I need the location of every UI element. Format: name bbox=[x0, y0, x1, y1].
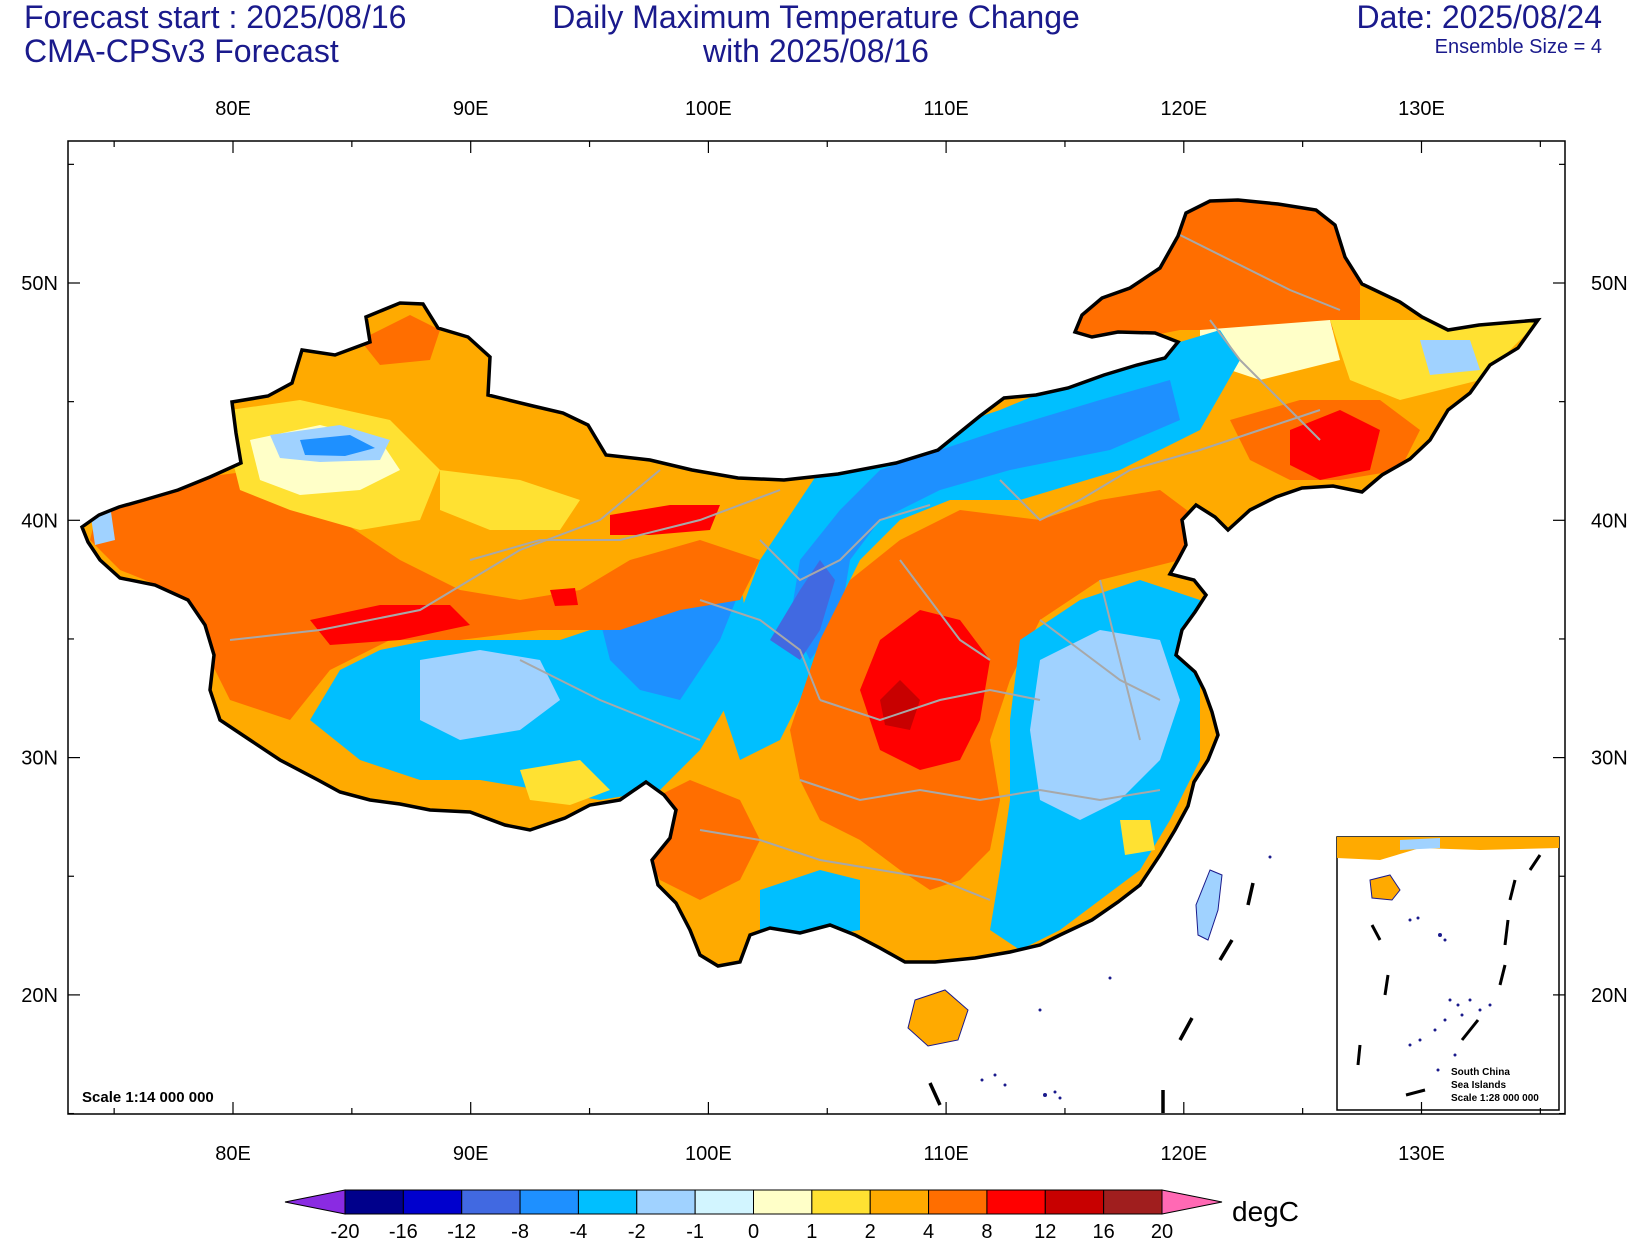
colorbar-bin bbox=[402, 1189, 463, 1215]
colorbar-tick-label: 16 bbox=[1093, 1221, 1115, 1241]
forecast-start-text: Forecast start : 2025/08/16 bbox=[24, 0, 407, 35]
colorbar-tick-label: -8 bbox=[511, 1221, 529, 1241]
south-china-sea-inset: South China Sea Islands Scale 1:28 000 0… bbox=[1336, 836, 1560, 1111]
colorbar-tick-label: 4 bbox=[923, 1221, 934, 1241]
colorbar-tick-label: 12 bbox=[1034, 1221, 1056, 1241]
axis-ticks bbox=[68, 141, 1565, 1115]
ensemble-size-text: Ensemble Size = 4 bbox=[1434, 36, 1602, 58]
island-dots bbox=[980, 855, 1272, 1100]
header-right: Date: 2025/08/24 Ensemble Size = 4 bbox=[1356, 0, 1602, 58]
lat-label-right-40n: 40N bbox=[1591, 510, 1628, 532]
colorbar-tick-label: 2 bbox=[865, 1221, 876, 1241]
colorbar-tick-label: 8 bbox=[981, 1221, 992, 1241]
lat-label-left-50n: 50N bbox=[21, 273, 58, 295]
inset-label-line-1: South China bbox=[1451, 1067, 1510, 1078]
province-borders bbox=[229, 229, 1341, 901]
lat-label-left-30n: 30N bbox=[21, 748, 58, 770]
title-line-1: Daily Maximum Temperature Change bbox=[552, 0, 1080, 35]
colorbar-bin bbox=[461, 1189, 521, 1215]
taiwan-island bbox=[1195, 869, 1223, 941]
lon-label-top-120e: 120E bbox=[1160, 98, 1207, 120]
axis-tick-labels: 80E 80E 90E 90E 100E 100E 110E 110E 120E 120E 130E… bbox=[21, 98, 1627, 1165]
colorbar-tick-label: 1 bbox=[806, 1221, 817, 1241]
lon-label-top-90e: 90E bbox=[453, 98, 489, 120]
colorbar-tick-label: 20 bbox=[1151, 1221, 1173, 1241]
lat-label-left-20n: 20N bbox=[21, 985, 58, 1007]
colorbar-bin bbox=[1103, 1189, 1163, 1215]
lon-label-top-80e: 80E bbox=[215, 98, 251, 120]
colorbar-tick-label: 0 bbox=[748, 1221, 759, 1241]
colorbar-bin bbox=[577, 1189, 638, 1215]
lat-label-right-30n: 30N bbox=[1591, 748, 1628, 770]
colorbar-bin bbox=[519, 1189, 579, 1215]
colorbar-tick-label: -1 bbox=[686, 1221, 704, 1241]
maritime-boundary-dashes bbox=[928, 882, 1255, 1113]
colorbar-bin bbox=[811, 1189, 871, 1215]
lon-label-bottom-90e: 90E bbox=[453, 1143, 489, 1165]
lon-label-top-100e: 100E bbox=[685, 98, 732, 120]
colorbar-tick-label: -16 bbox=[389, 1221, 418, 1241]
colorbar-bin bbox=[928, 1189, 988, 1215]
inset-label-line-2: Sea Islands bbox=[1451, 1080, 1506, 1091]
lon-label-bottom-110e: 110E bbox=[923, 1143, 968, 1165]
colorbar-bin bbox=[636, 1189, 696, 1215]
inset-scale-label: Scale 1:28 000 000 bbox=[1451, 1093, 1539, 1104]
title-line-2: with 2025/08/16 bbox=[703, 33, 929, 69]
lon-label-bottom-100e: 100E bbox=[685, 1143, 732, 1165]
lon-label-bottom-80e: 80E bbox=[215, 1143, 251, 1165]
lon-label-bottom-130e: 130E bbox=[1398, 1143, 1445, 1165]
colorbar-unit-label: degC bbox=[1232, 1196, 1299, 1227]
lon-label-top-110e: 110E bbox=[923, 98, 968, 120]
map-scale-note: Scale 1:14 000 000 bbox=[82, 1089, 214, 1106]
valid-date-text: Date: 2025/08/24 bbox=[1356, 0, 1602, 35]
lat-label-left-40n: 40N bbox=[21, 510, 58, 532]
lat-label-right-20n: 20N bbox=[1591, 985, 1628, 1007]
colorbar-bin bbox=[344, 1189, 404, 1215]
colorbar-tick-label: -2 bbox=[628, 1221, 646, 1241]
colorbar-bin bbox=[986, 1189, 1046, 1215]
model-name-text: CMA-CPSv3 Forecast bbox=[24, 33, 339, 69]
colorbar-bin bbox=[694, 1189, 755, 1215]
colorbar-under-arrow bbox=[284, 1189, 346, 1215]
header-left: Forecast start : 2025/08/16 CMA-CPSv3 Fo… bbox=[24, 0, 406, 68]
lat-label-right-50n: 50N bbox=[1591, 273, 1628, 295]
colorbar-bin bbox=[753, 1189, 813, 1215]
lon-label-bottom-120e: 120E bbox=[1160, 1143, 1207, 1165]
lon-label-top-130e: 130E bbox=[1398, 98, 1445, 120]
colorbar-tick-label: -4 bbox=[570, 1221, 588, 1241]
colorbar-bin bbox=[1044, 1189, 1105, 1215]
colorbar-over-arrow bbox=[1161, 1189, 1223, 1215]
colorbar-bin bbox=[869, 1189, 930, 1215]
map-title: Daily Maximum Temperature Change with 20… bbox=[0, 0, 1632, 68]
colorbar-tick-label: -12 bbox=[447, 1221, 476, 1241]
hainan-island bbox=[907, 989, 969, 1047]
colorbar-tick-label: -20 bbox=[331, 1221, 360, 1241]
